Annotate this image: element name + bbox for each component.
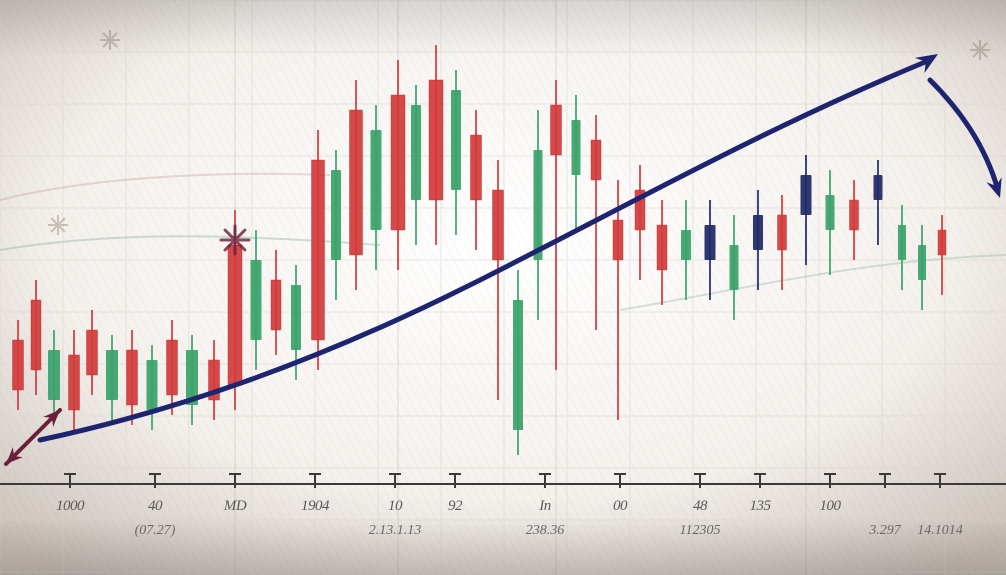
- spark-icon: [48, 215, 68, 235]
- candle-body: [938, 230, 946, 255]
- candle-body: [778, 215, 787, 250]
- candle-body: [147, 360, 158, 410]
- axis-tick-label: MD: [223, 498, 247, 514]
- candle-body: [312, 160, 325, 340]
- candle-body: [429, 80, 443, 200]
- candle-body: [572, 120, 581, 175]
- marker-star: [221, 226, 249, 254]
- axis-tick-sublabel: 3.297: [868, 523, 902, 538]
- candle-body: [534, 150, 543, 260]
- spark-icon: [970, 40, 990, 60]
- candle-body: [898, 225, 906, 260]
- candle-body: [251, 260, 262, 340]
- candle-body: [106, 350, 118, 400]
- axis-tick-sublabel: 112305: [680, 523, 721, 538]
- candle-body: [331, 170, 341, 260]
- axis-tick-label: 48: [693, 498, 708, 514]
- axis-tick-label: 10: [388, 498, 403, 514]
- axis-tick-sublabel: 2.13.1.13: [369, 523, 422, 538]
- candle-body: [271, 280, 281, 330]
- candle-body: [826, 195, 835, 230]
- candle-body: [371, 130, 382, 230]
- candlestick-chart: 1000 40 (07.27) MD 1904 10 2.13.1.13 92 In 238.36…: [0, 0, 1006, 575]
- candle-body: [350, 110, 363, 255]
- candle-body: [753, 215, 763, 250]
- candle-body: [391, 95, 405, 230]
- candle-body: [513, 300, 523, 430]
- candle-body: [850, 200, 859, 230]
- candle-body: [681, 230, 691, 260]
- axis-tick-label: 1904: [301, 498, 330, 514]
- spark-icon: [100, 30, 120, 50]
- axis-tick-label: 100: [820, 498, 842, 514]
- chart-canvas: 1000 40 (07.27) MD 1904 10 2.13.1.13 92 In 238.36…: [0, 0, 1006, 575]
- axis-tick-label: In: [538, 498, 551, 514]
- candle-body: [411, 105, 421, 200]
- candle-body: [801, 175, 812, 215]
- axis-tick-sublabel: 238.36: [526, 523, 565, 538]
- candle-body: [705, 225, 716, 260]
- candle-body: [918, 245, 926, 280]
- candle-body: [591, 140, 601, 180]
- candle-body: [69, 355, 80, 410]
- candle-body: [874, 175, 883, 200]
- candle-body: [471, 135, 482, 200]
- candle-body: [48, 350, 60, 400]
- candle-body: [13, 340, 24, 390]
- candle-body: [657, 225, 667, 270]
- candle-body: [613, 220, 623, 260]
- axis-tick-label: 1000: [56, 498, 85, 514]
- candle-body: [451, 90, 461, 190]
- axis-tick-sublabel: 14.1014: [917, 523, 963, 538]
- candle-body: [167, 340, 178, 395]
- candle-body: [730, 245, 739, 290]
- axis-tick-label: 00: [613, 498, 628, 514]
- candle-body: [291, 285, 301, 350]
- candle-body: [31, 300, 41, 370]
- axis-tick-sublabel: (07.27): [135, 523, 176, 538]
- candle-body: [87, 330, 98, 375]
- axis-tick-label: 135: [750, 498, 772, 514]
- candle-body: [127, 350, 138, 405]
- candle-body: [228, 245, 242, 385]
- axis-tick-label: 92: [448, 498, 463, 514]
- candle-body: [551, 105, 562, 155]
- axis-tick-label: 40: [148, 498, 163, 514]
- candle-body: [493, 190, 504, 260]
